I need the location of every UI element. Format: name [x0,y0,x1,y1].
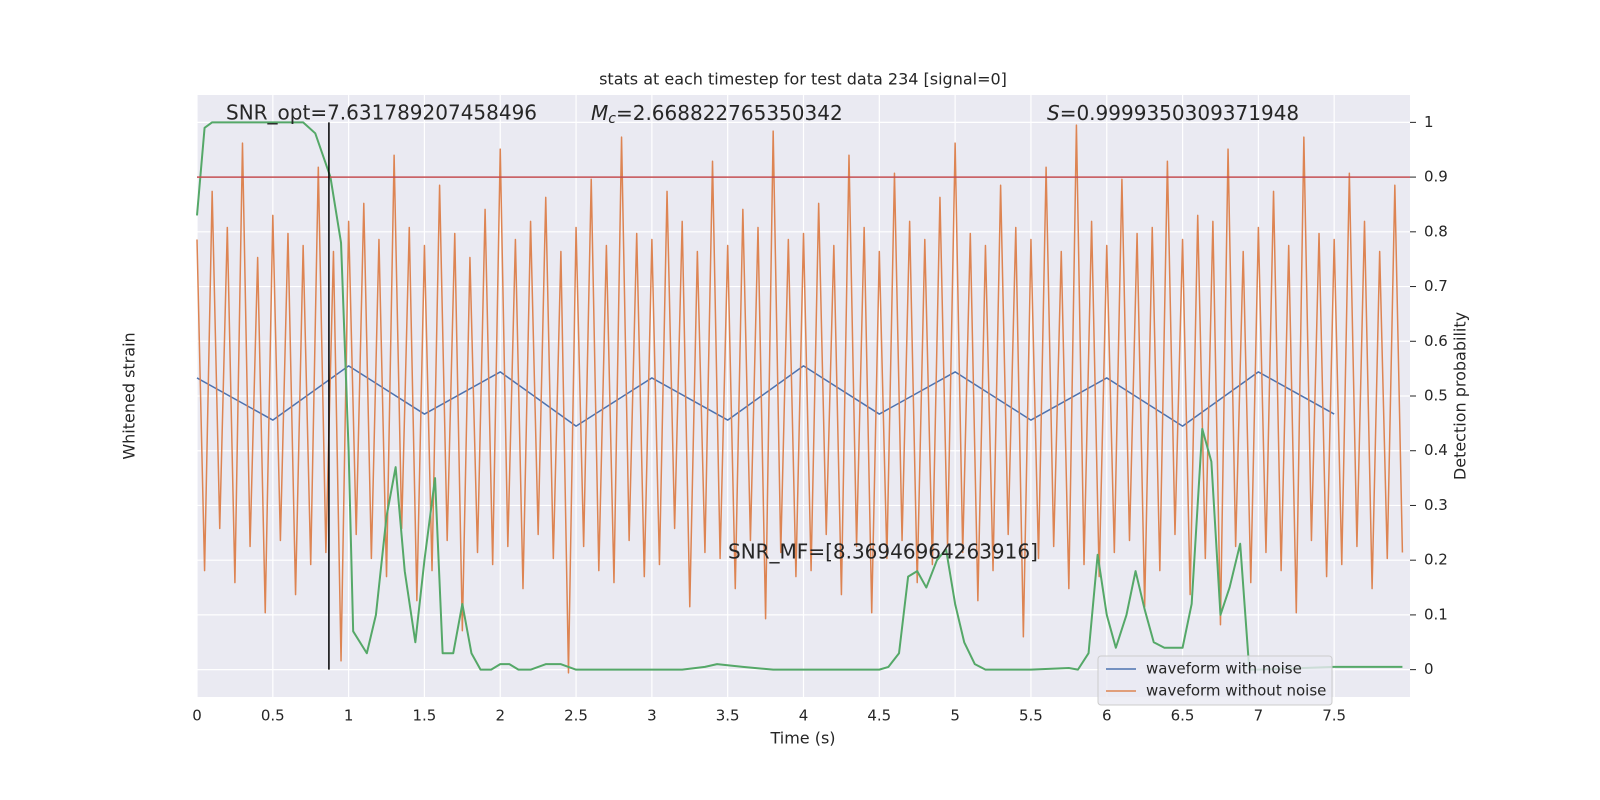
y2-tick-label: 0 [1424,660,1434,678]
x-tick-label: 2.5 [564,707,588,725]
x-tick-label: 6 [1102,707,1112,725]
annotation-symbol: M [591,101,608,125]
y2-tick-label: 0.7 [1424,277,1448,295]
y2-axis-label: Detection probability [1451,312,1470,480]
legend: waveform with noise waveform without nois… [1097,655,1333,706]
marks [196,121,1410,674]
probability-line [196,121,1403,671]
x-tick-label: 1 [344,707,354,725]
y2-tick-label: 1 [1424,113,1434,131]
x-tick-label: 7 [1254,707,1264,725]
y-axis-label: Whitened strain [120,332,139,459]
annotation: SNR_MF=[8.36946964263916] [728,540,1038,564]
y2-tick-label: 0.2 [1424,551,1448,569]
chart-title: stats at each timestep for test data 234… [599,70,1007,89]
legend-box [1097,655,1333,706]
legend-label: waveform without noise [1146,682,1326,700]
annotation-symbol: S [1047,101,1060,125]
x-tick-label: 6.5 [1171,707,1195,725]
x-tick-label: 3 [647,707,657,725]
x-tick-label: 4 [799,707,809,725]
x-tick-label: 7.5 [1322,707,1346,725]
strain-line [196,365,1335,427]
x-tick-label: 0 [192,707,202,725]
y2-tick-label: 0.9 [1424,168,1448,186]
y2-tick-label: 0.6 [1424,332,1448,350]
x-tick-label: 3.5 [716,707,740,725]
x-tick-label: 0.5 [261,707,285,725]
y2-tick-label: 0.5 [1424,387,1448,405]
x-axis-label: Time (s) [769,729,835,748]
annotation: SNR_opt=7.631789207458496 [226,101,537,125]
x-tick-label: 5 [950,707,960,725]
x-tick-label: 2 [495,707,505,725]
annotation-text: =2.668822765350342 [616,101,843,125]
legend-label: waveform with noise [1146,660,1302,678]
y2-tick-label: 0.4 [1424,441,1448,459]
y2-tick-label: 0.1 [1424,605,1448,623]
x-tick-label: 4.5 [867,707,891,725]
y2-tick-label: 0.8 [1424,222,1448,240]
x-tick-label: 5.5 [1019,707,1043,725]
y2-tick-label: 0.3 [1424,496,1448,514]
annotation: S=0.9999350309371948 [1047,101,1299,125]
x-tick-label: 1.5 [413,707,437,725]
annotation-text: =0.9999350309371948 [1060,101,1299,125]
annotation: Mc=2.668822765350342 [591,101,843,128]
strain-line [196,124,1404,674]
annotation-subscript: c [608,111,616,127]
